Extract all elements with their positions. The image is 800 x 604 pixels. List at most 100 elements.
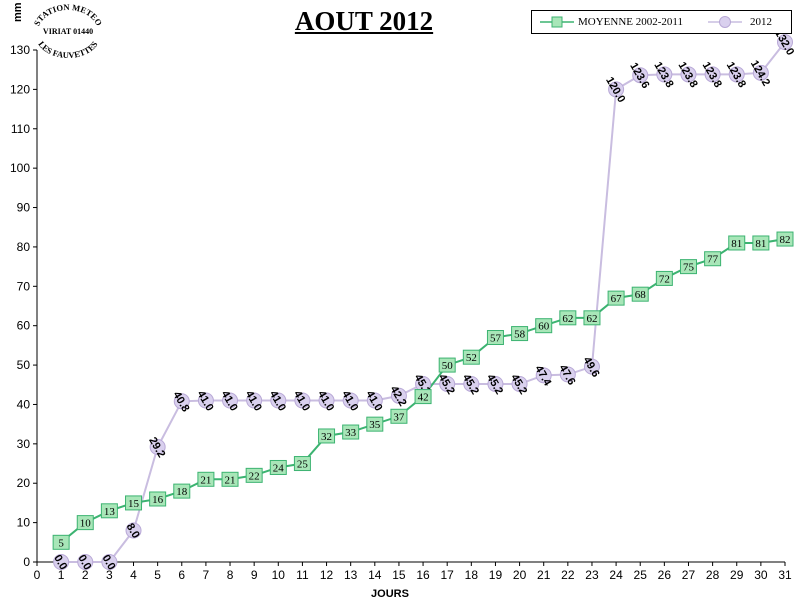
point-2012 bbox=[632, 67, 649, 84]
point-2012 bbox=[270, 392, 287, 409]
svg-text:STATION METEO: STATION METEO bbox=[32, 2, 105, 28]
point-moyenne bbox=[679, 259, 697, 275]
point-moyenne bbox=[197, 471, 215, 487]
data-label-moyenne: 21 bbox=[225, 474, 236, 486]
point-moyenne bbox=[318, 428, 336, 444]
chart-title: AOUT 2012 bbox=[294, 6, 434, 36]
point-moyenne bbox=[752, 235, 770, 251]
y-tick-label: 110 bbox=[11, 122, 30, 136]
point-2012 bbox=[559, 366, 576, 383]
point-moyenne bbox=[631, 286, 649, 302]
point-moyenne bbox=[414, 389, 432, 405]
data-label-moyenne: 67 bbox=[611, 293, 623, 305]
data-label-moyenne: 5 bbox=[58, 537, 64, 549]
point-moyenne bbox=[269, 459, 287, 475]
x-tick-label: 12 bbox=[320, 568, 334, 582]
series-line-2012 bbox=[61, 41, 786, 563]
point-2012 bbox=[728, 66, 745, 83]
point-moyenne bbox=[655, 270, 673, 286]
data-label-moyenne: 81 bbox=[731, 238, 742, 250]
point-2012 bbox=[77, 554, 94, 570]
point-2012 bbox=[704, 66, 721, 83]
point-2012 bbox=[318, 392, 335, 409]
point-2012 bbox=[222, 392, 239, 409]
data-label-moyenne: 35 bbox=[369, 419, 381, 431]
data-label-2012: 42.2 bbox=[388, 384, 409, 409]
x-tick-label: 28 bbox=[706, 568, 720, 582]
point-2012 bbox=[173, 393, 190, 410]
x-tick-label: 0 bbox=[34, 568, 41, 582]
data-label-moyenne: 21 bbox=[200, 474, 211, 486]
stamp-line-top: STATION METEO bbox=[32, 2, 105, 28]
data-label-moyenne: 75 bbox=[683, 262, 695, 274]
point-moyenne bbox=[607, 290, 625, 306]
x-tick-label: 15 bbox=[392, 568, 406, 582]
x-tick-label: 6 bbox=[178, 568, 185, 582]
point-moyenne bbox=[486, 330, 504, 346]
x-tick-label: 2 bbox=[82, 568, 89, 582]
point-moyenne bbox=[52, 534, 70, 550]
data-label-2012: 0.0 bbox=[51, 553, 69, 572]
stamp-logo: STATION METEO VIRIAT 01440 LES FAUVETTES bbox=[32, 2, 105, 60]
point-2012 bbox=[342, 392, 359, 409]
y-tick-label: 60 bbox=[17, 319, 31, 333]
data-label-moyenne: 62 bbox=[586, 313, 597, 325]
legend-label-2012: 2012 bbox=[750, 16, 772, 28]
x-tick-label: 14 bbox=[368, 568, 382, 582]
point-2012 bbox=[463, 375, 480, 392]
y-tick-label: 130 bbox=[10, 43, 30, 57]
y-tick-label: 80 bbox=[17, 240, 31, 254]
x-tick-label: 21 bbox=[537, 568, 551, 582]
point-2012 bbox=[294, 392, 311, 409]
data-label-moyenne: 37 bbox=[393, 411, 405, 423]
point-2012 bbox=[101, 554, 118, 570]
point-moyenne bbox=[535, 318, 553, 334]
x-tick-label: 11 bbox=[296, 568, 309, 582]
point-moyenne bbox=[776, 231, 794, 247]
y-tick-label: 90 bbox=[17, 201, 31, 215]
point-moyenne bbox=[149, 491, 167, 507]
x-tick-label: 22 bbox=[561, 568, 575, 582]
point-2012 bbox=[53, 554, 70, 570]
point-moyenne bbox=[342, 424, 360, 440]
svg-text:LES FAUVETTES: LES FAUVETTES bbox=[36, 39, 99, 60]
data-label-moyenne: 33 bbox=[345, 427, 357, 439]
point-moyenne bbox=[221, 471, 239, 487]
stamp-line-middle: VIRIAT 01440 bbox=[43, 27, 93, 36]
point-2012 bbox=[777, 34, 793, 51]
x-tick-label: 1 bbox=[58, 568, 65, 582]
x-tick-label: 30 bbox=[754, 568, 768, 582]
y-tick-label: 40 bbox=[17, 397, 31, 411]
data-label-moyenne: 25 bbox=[297, 459, 309, 471]
chart-legend: MOYENNE 2002-2011 2012 bbox=[531, 10, 792, 34]
data-label-moyenne: 32 bbox=[321, 431, 332, 443]
x-tick-label: 31 bbox=[778, 568, 792, 582]
x-tick-label: 24 bbox=[609, 568, 623, 582]
data-label-moyenne: 60 bbox=[538, 321, 550, 333]
data-label-2012: 29.2 bbox=[146, 435, 167, 460]
point-moyenne bbox=[559, 310, 577, 326]
y-tick-label: 30 bbox=[17, 437, 31, 451]
y-axis-label: mm bbox=[12, 2, 24, 22]
data-label-moyenne: 58 bbox=[514, 329, 526, 341]
legend-swatch-2012 bbox=[708, 16, 742, 28]
data-label-moyenne: 50 bbox=[442, 360, 454, 372]
point-2012 bbox=[752, 64, 769, 81]
stamp-line-bottom: LES FAUVETTES bbox=[36, 39, 99, 60]
data-label-2012: 8.0 bbox=[124, 521, 142, 540]
data-label-moyenne: 52 bbox=[466, 352, 477, 364]
x-axis-label: JOURS bbox=[371, 588, 409, 600]
data-label-moyenne: 81 bbox=[755, 238, 766, 250]
data-label-moyenne: 42 bbox=[418, 392, 429, 404]
x-tick-label: 25 bbox=[634, 568, 648, 582]
x-tick-label: 5 bbox=[154, 568, 161, 582]
data-label-moyenne: 77 bbox=[707, 254, 719, 266]
x-tick-label: 18 bbox=[465, 568, 479, 582]
data-label-moyenne: 18 bbox=[176, 486, 188, 498]
data-label-moyenne: 57 bbox=[490, 333, 502, 345]
point-moyenne bbox=[125, 495, 143, 511]
x-tick-label: 26 bbox=[658, 568, 672, 582]
x-tick-label: 4 bbox=[130, 568, 137, 582]
point-2012 bbox=[608, 81, 625, 98]
